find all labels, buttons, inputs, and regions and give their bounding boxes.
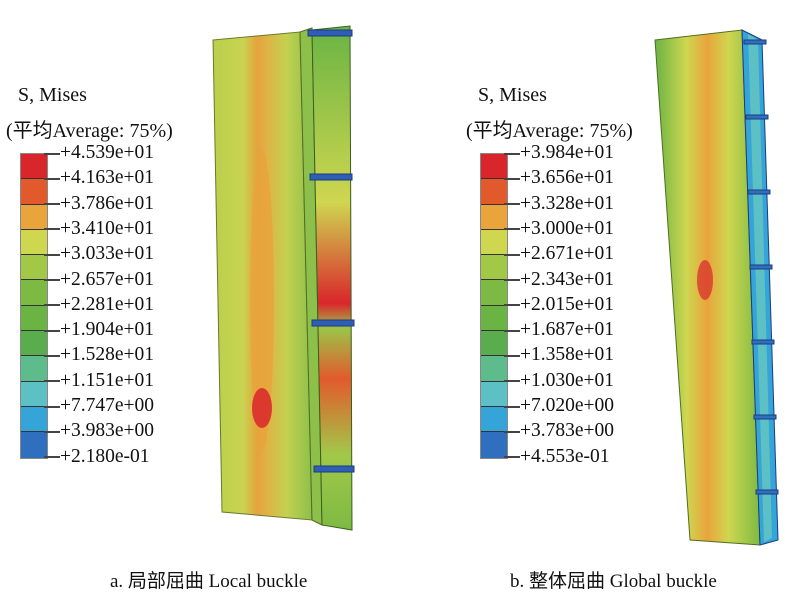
legend-value: +2.015e+01: [504, 294, 614, 315]
legend-value: +3.410e+01: [44, 218, 154, 239]
legend-value: +3.984e+01: [504, 143, 614, 163]
color-band: [481, 229, 507, 256]
legend-local-buckle: S, Mises (平均Average: 75%) +4.539e+01 +4.1…: [0, 80, 220, 480]
legend-value: +2.671e+01: [504, 244, 614, 264]
legend-value: +3.000e+01: [504, 218, 614, 239]
color-bar: [480, 153, 508, 459]
color-band: [21, 154, 47, 180]
color-band: [481, 331, 507, 357]
legend-subtitle: (平均Average: 75%): [6, 120, 173, 142]
legend-value: +1.030e+01: [504, 370, 614, 391]
color-band: [481, 280, 507, 306]
caption-b: b. 整体屈曲 Global buckle: [510, 571, 717, 592]
color-band: [21, 331, 47, 357]
legend-value: +2.180e-01: [44, 446, 150, 467]
legend-value: +2.281e+01: [44, 294, 154, 315]
legend-value: +1.687e+01: [504, 320, 614, 340]
legend-value: +7.020e+00: [504, 396, 614, 416]
color-band: [481, 432, 507, 458]
color-band: [21, 204, 47, 230]
color-band: [21, 179, 47, 205]
legend-value: +3.786e+01: [44, 193, 154, 214]
legend-value: +7.747e+00: [44, 396, 154, 416]
color-band: [21, 432, 47, 458]
legend-global-buckle: S, Mises (平均Average: 75%) +3.984e+01 +3.6…: [460, 80, 680, 480]
legend-value: +1.528e+01: [44, 345, 154, 365]
color-band: [481, 179, 507, 205]
caption-a: a. 局部屈曲 Local buckle: [110, 571, 308, 592]
color-band: [21, 356, 47, 382]
legend-title: S, Mises: [478, 84, 547, 106]
legend-value: +1.151e+01: [44, 370, 154, 391]
color-band: [21, 229, 47, 256]
color-band: [21, 255, 47, 281]
color-band: [481, 204, 507, 230]
legend-value: +2.343e+01: [504, 269, 614, 290]
color-band: [21, 280, 47, 306]
legend-value: +4.163e+01: [44, 168, 154, 188]
color-band: [481, 356, 507, 382]
color-band: [481, 381, 507, 407]
model-local-buckle: [212, 25, 355, 531]
legend-value: +3.033e+01: [44, 244, 154, 264]
legend-value: +3.656e+01: [504, 168, 614, 188]
legend-value: +2.657e+01: [44, 269, 154, 290]
color-band: [481, 154, 507, 180]
model-global-buckle: [654, 29, 779, 546]
color-band: [21, 305, 47, 332]
color-band: [21, 381, 47, 407]
legend-value: +1.904e+01: [44, 320, 154, 340]
legend-value: +4.539e+01: [44, 143, 154, 163]
legend-value: +1.358e+01: [504, 345, 614, 365]
legend-title: S, Mises: [18, 84, 87, 106]
legend-value: +3.983e+00: [44, 421, 154, 441]
legend-value: +3.783e+00: [504, 421, 614, 441]
legend-value: +4.553e-01: [504, 446, 610, 467]
color-band: [21, 406, 47, 433]
color-band: [481, 305, 507, 332]
legend-value: +3.328e+01: [504, 193, 614, 214]
color-band: [481, 406, 507, 433]
legend-subtitle: (平均Average: 75%): [466, 120, 633, 142]
color-band: [481, 255, 507, 281]
